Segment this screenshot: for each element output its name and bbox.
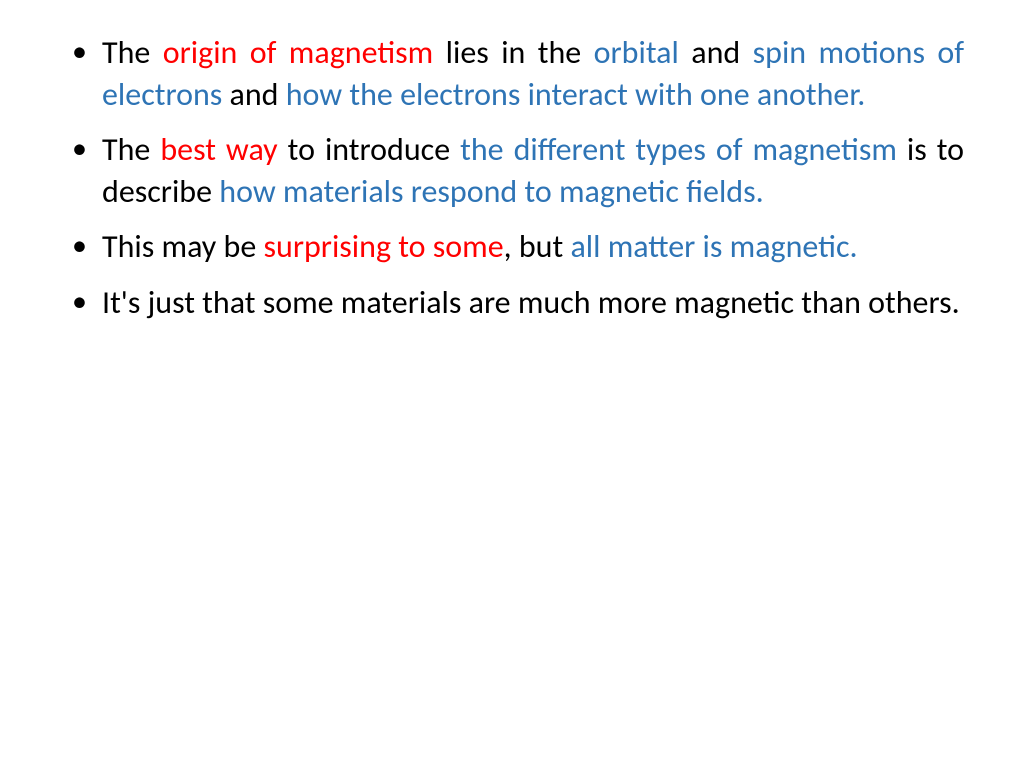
text-run: how the electrons interact with one anot… [286,75,866,114]
text-run: The [102,33,163,72]
bullet-item: The best way to introduce the different … [60,129,964,212]
text-run: and [691,33,752,72]
bullet-item: The origin of magnetism lies in the orbi… [60,32,964,115]
text-run: This may be [102,227,263,266]
text-run: orbital [594,33,692,72]
text-run: to introduce [288,130,460,169]
bullet-list: The origin of magnetism lies in the orbi… [60,32,964,324]
bullet-item: This may be surprising to some, but all … [60,226,964,268]
text-run: and [230,75,286,114]
text-run: lies in the [446,33,594,72]
text-run: origin of magnetism [163,33,446,72]
text-run: surprising to some [263,227,503,266]
text-run: It's just that some materials are much m… [102,283,960,322]
text-run: The [102,130,160,169]
text-run: the different types of magnetism [460,130,907,169]
text-run: all matter is magnetic. [570,227,857,266]
text-run: best way [160,130,287,169]
bullet-item: It's just that some materials are much m… [60,282,964,324]
text-run: how materials respond to magnetic fields… [219,172,763,211]
text-run: , but [504,227,571,266]
slide: The origin of magnetism lies in the orbi… [0,0,1024,768]
